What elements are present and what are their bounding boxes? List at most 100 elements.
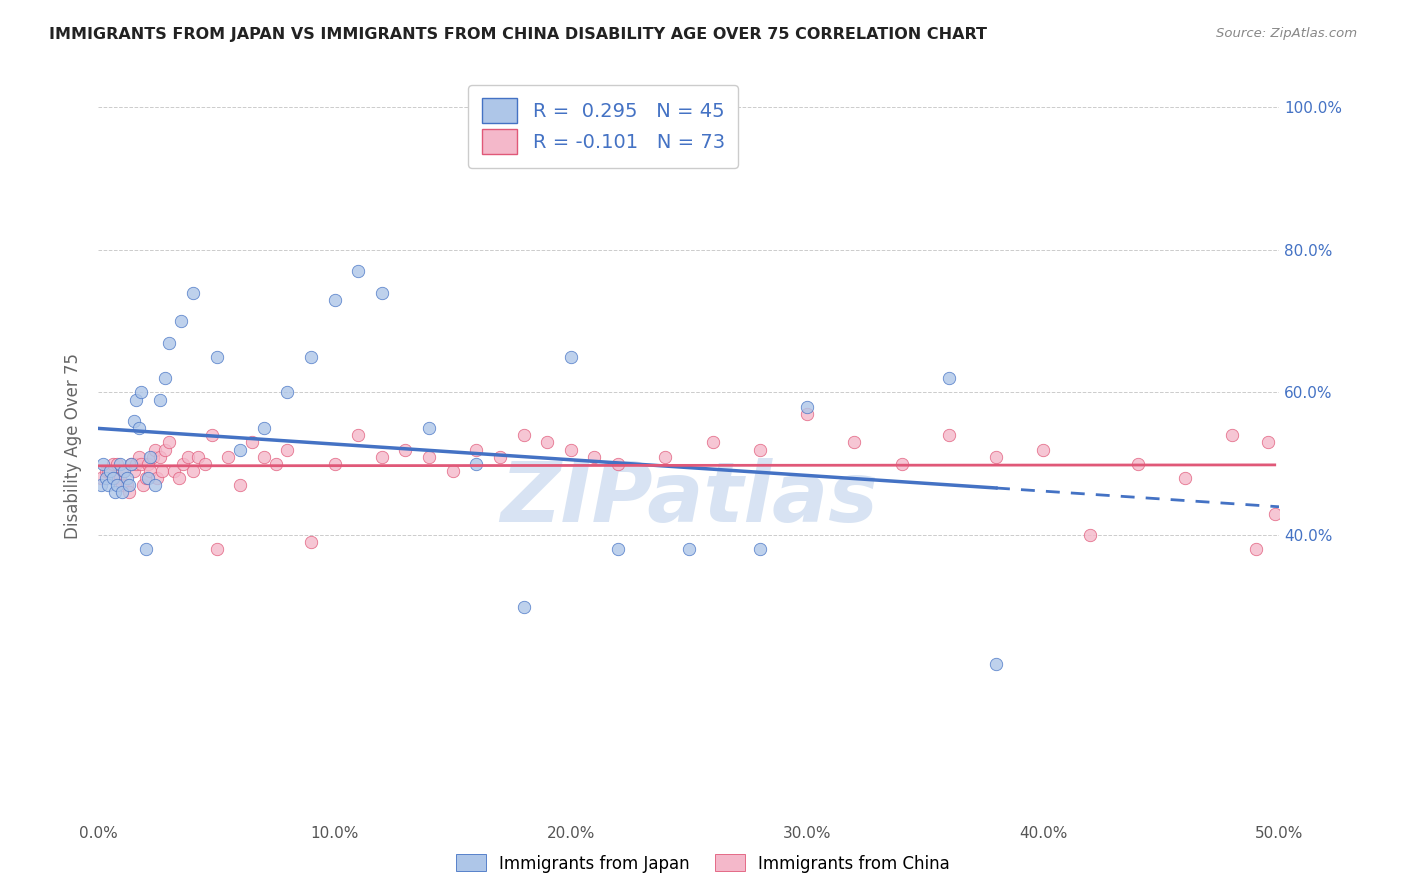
- Point: [938, 428, 960, 442]
- Point: [172, 457, 194, 471]
- Point: [465, 442, 488, 457]
- Point: [157, 335, 180, 350]
- Point: [136, 457, 159, 471]
- Point: [1032, 442, 1054, 457]
- Point: [678, 542, 700, 557]
- Point: [125, 457, 148, 471]
- Point: [143, 442, 166, 457]
- Point: [181, 285, 204, 300]
- Point: [702, 435, 724, 450]
- Point: [441, 464, 464, 478]
- Point: [890, 457, 912, 471]
- Point: [150, 464, 173, 478]
- Point: [205, 350, 228, 364]
- Point: [105, 478, 128, 492]
- Point: [253, 450, 276, 464]
- Point: [135, 471, 157, 485]
- Point: [276, 442, 298, 457]
- Point: [194, 457, 217, 471]
- Point: [1220, 428, 1243, 442]
- Point: [94, 471, 117, 485]
- Point: [371, 285, 394, 300]
- Legend: Immigrants from Japan, Immigrants from China: Immigrants from Japan, Immigrants from C…: [450, 847, 956, 880]
- Point: [90, 478, 112, 492]
- Point: [97, 478, 120, 492]
- Point: [512, 428, 534, 442]
- Point: [465, 457, 488, 471]
- Point: [984, 657, 1007, 671]
- Point: [347, 428, 370, 442]
- Point: [139, 450, 162, 464]
- Point: [181, 464, 204, 478]
- Point: [121, 457, 143, 471]
- Point: [157, 435, 180, 450]
- Text: IMMIGRANTS FROM JAPAN VS IMMIGRANTS FROM CHINA DISABILITY AGE OVER 75 CORRELATIO: IMMIGRANTS FROM JAPAN VS IMMIGRANTS FROM…: [49, 27, 987, 42]
- Point: [105, 457, 128, 471]
- Point: [149, 450, 172, 464]
- Point: [748, 542, 770, 557]
- Y-axis label: Disability Age Over 75: Disability Age Over 75: [65, 353, 83, 539]
- Point: [149, 392, 172, 407]
- Point: [170, 314, 193, 328]
- Point: [101, 457, 124, 471]
- Point: [253, 421, 276, 435]
- Point: [153, 371, 176, 385]
- Point: [371, 450, 394, 464]
- Point: [560, 442, 582, 457]
- Point: [118, 485, 141, 500]
- Point: [1257, 435, 1279, 450]
- Point: [90, 471, 112, 485]
- Point: [229, 442, 252, 457]
- Point: [984, 450, 1007, 464]
- Text: Source: ZipAtlas.com: Source: ZipAtlas.com: [1216, 27, 1357, 40]
- Point: [91, 457, 114, 471]
- Point: [129, 385, 152, 400]
- Point: [323, 293, 346, 307]
- Point: [418, 450, 440, 464]
- Point: [607, 542, 630, 557]
- Point: [128, 421, 150, 435]
- Point: [240, 435, 263, 450]
- Point: [1244, 542, 1267, 557]
- Point: [115, 478, 138, 492]
- Point: [583, 450, 606, 464]
- Point: [418, 421, 440, 435]
- Point: [560, 350, 582, 364]
- Point: [844, 435, 866, 450]
- Point: [98, 464, 121, 478]
- Point: [264, 457, 287, 471]
- Point: [136, 471, 159, 485]
- Point: [205, 542, 228, 557]
- Point: [394, 442, 416, 457]
- Point: [299, 535, 322, 549]
- Point: [299, 350, 322, 364]
- Point: [796, 407, 818, 421]
- Point: [129, 457, 152, 471]
- Point: [128, 450, 150, 464]
- Point: [347, 264, 370, 278]
- Point: [177, 450, 200, 464]
- Point: [167, 471, 190, 485]
- Point: [1264, 507, 1286, 521]
- Text: ZIPatlas: ZIPatlas: [501, 458, 877, 539]
- Point: [163, 464, 186, 478]
- Point: [938, 371, 960, 385]
- Point: [142, 450, 165, 464]
- Point: [323, 457, 346, 471]
- Point: [121, 457, 143, 471]
- Point: [104, 471, 127, 485]
- Point: [104, 485, 127, 500]
- Point: [97, 464, 120, 478]
- Point: [1126, 457, 1149, 471]
- Point: [108, 457, 131, 471]
- Point: [276, 385, 298, 400]
- Point: [135, 542, 157, 557]
- Point: [187, 450, 209, 464]
- Point: [748, 442, 770, 457]
- Point: [143, 478, 166, 492]
- Point: [111, 485, 134, 500]
- Point: [1080, 528, 1102, 542]
- Point: [98, 464, 121, 478]
- Point: [112, 464, 135, 478]
- Point: [1174, 471, 1197, 485]
